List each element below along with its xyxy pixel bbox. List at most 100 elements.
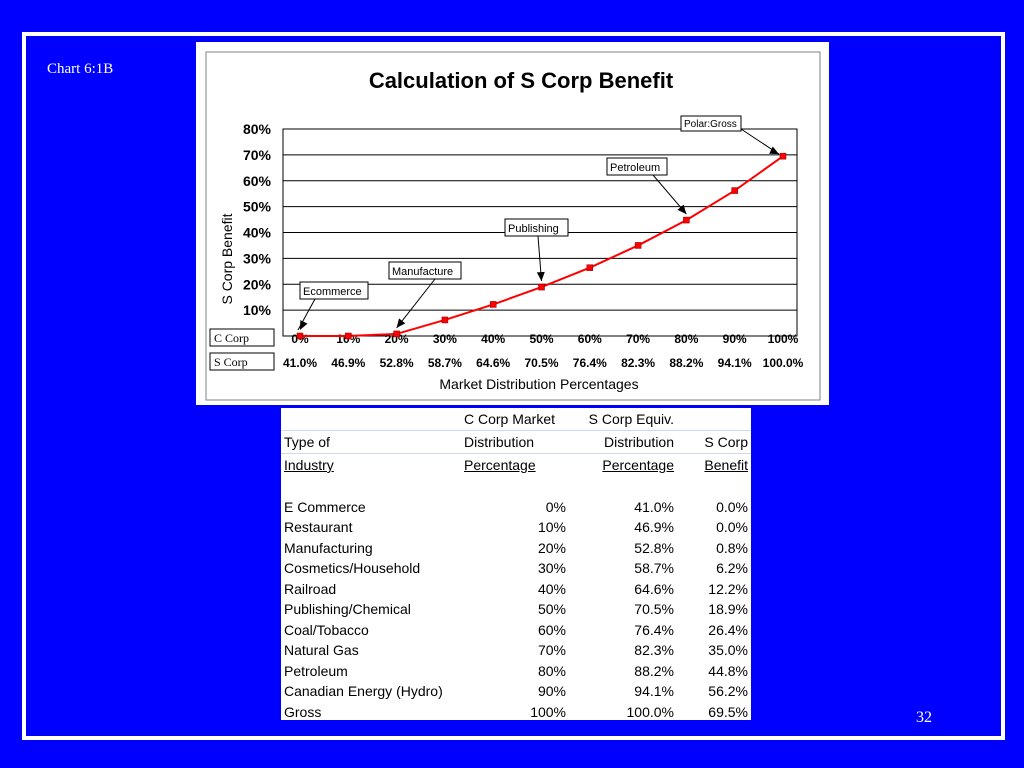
- value-cell: 60%: [537, 621, 566, 638]
- c-corp-row-label: C Corp: [214, 331, 249, 345]
- value-cell: 0%: [545, 498, 566, 515]
- table-row: Publishing/Chemical 50% 70.5% 18.9%: [281, 599, 751, 620]
- annotation-box: [299, 281, 369, 300]
- y-tick-label: 30%: [243, 250, 272, 266]
- data-point: [489, 301, 497, 308]
- s-corp-row-box: [209, 352, 275, 371]
- chart-label: Chart 6:1B: [47, 61, 114, 77]
- value-cell: 70.5%: [634, 601, 674, 618]
- value-cell: 41.0%: [634, 498, 674, 515]
- table-spacer-row: [281, 476, 751, 497]
- header-cell: Percentage: [602, 457, 674, 473]
- data-point: [296, 332, 304, 340]
- annotation-arrowhead: [769, 146, 779, 155]
- industry-cell: Cosmetics/Household: [284, 560, 421, 577]
- value-cell: 80%: [537, 662, 566, 679]
- y-tick-label: 70%: [243, 147, 272, 163]
- industry-cell: Railroad: [284, 580, 337, 597]
- y-tick-label: 20%: [243, 276, 272, 292]
- s-corp-row-value: 46.9%: [331, 356, 365, 370]
- header-cell: [677, 408, 751, 431]
- table-row: Manufacturing 20% 52.8% 0.8%: [281, 538, 751, 559]
- industry-cell: Canadian Energy (Hydro): [284, 683, 443, 700]
- value-cell: 35.0%: [708, 642, 748, 659]
- s-corp-benefit-chart: Calculation of S Corp Benefit S Corp Ben…: [205, 51, 821, 401]
- data-point: [586, 264, 594, 271]
- value-cell: 26.4%: [708, 621, 748, 638]
- value-cell: 82.3%: [634, 642, 674, 659]
- y-tick-label: 50%: [243, 199, 272, 215]
- table-header-row-2: Type of Distribution Distribution S Corp: [281, 430, 751, 454]
- slide-frame: [22, 32, 1005, 740]
- value-cell: 0.8%: [716, 539, 748, 556]
- y-tick-label: 60%: [243, 173, 272, 189]
- data-point: [441, 316, 449, 324]
- y-tick-label: 80%: [243, 121, 272, 137]
- annotation-arrowhead: [396, 318, 406, 328]
- header-cell: C Corp Market: [461, 408, 569, 431]
- s-corp-row-value: 64.6%: [476, 356, 510, 370]
- annotation-arrowhead: [677, 204, 687, 215]
- data-point: [634, 242, 642, 249]
- industry-cell: Restaurant: [284, 519, 353, 536]
- value-cell: 0.0%: [716, 519, 748, 536]
- table-row: Railroad 40% 64.6% 12.2%: [281, 579, 751, 600]
- header-cell: Distribution: [569, 430, 677, 454]
- annotation-arrowhead: [300, 320, 308, 330]
- value-cell: 46.9%: [634, 519, 674, 536]
- header-cell: [281, 408, 461, 431]
- x-tick-label: 60%: [578, 332, 602, 346]
- value-cell: 44.8%: [708, 662, 748, 679]
- value-cell: 70%: [537, 642, 566, 659]
- value-cell: 40%: [537, 580, 566, 597]
- value-cell: 30%: [537, 560, 566, 577]
- header-cell: S Corp Equiv.: [569, 408, 677, 431]
- s-corp-row-value: 76.4%: [573, 356, 607, 370]
- industry-cell: Gross: [284, 703, 322, 720]
- s-corp-row-value: 70.5%: [524, 356, 558, 370]
- data-point: [731, 187, 738, 194]
- industry-cell: Publishing/Chemical: [284, 601, 411, 618]
- industry-cell: Natural Gas: [284, 642, 359, 659]
- s-corp-row-label: S Corp: [214, 355, 248, 369]
- x-tick-label: 70%: [626, 332, 650, 346]
- table-row: Canadian Energy (Hydro) 90% 94.1% 56.2%: [281, 681, 751, 702]
- annotation-box: [388, 261, 462, 280]
- value-cell: 90%: [537, 683, 566, 700]
- industry-cell: Coal/Tobacco: [284, 621, 369, 638]
- x-tick-label: 30%: [433, 332, 457, 346]
- value-cell: 0.0%: [716, 498, 748, 515]
- s-corp-row-value: 58.7%: [428, 356, 462, 370]
- value-cell: 52.8%: [634, 539, 674, 556]
- value-cell: 100%: [530, 703, 566, 720]
- value-cell: 50%: [537, 601, 566, 618]
- annotation-label: Polar:Gross: [684, 119, 737, 130]
- x-tick-label: 90%: [723, 332, 747, 346]
- annotation-label: Petroleum: [610, 162, 660, 174]
- table-row: Petroleum 80% 88.2% 44.8%: [281, 661, 751, 682]
- x-tick-label: 80%: [674, 332, 698, 346]
- data-table-panel: C Corp Market S Corp Equiv. Type of Dist…: [281, 408, 751, 720]
- table-row: Coal/Tobacco 60% 76.4% 26.4%: [281, 620, 751, 641]
- s-corp-row-value: 100.0%: [763, 356, 804, 370]
- industry-cell: E Commerce: [284, 498, 366, 515]
- chart-title: Calculation of S Corp Benefit: [369, 68, 674, 93]
- value-cell: 56.2%: [708, 683, 748, 700]
- header-cell: Industry: [284, 457, 334, 473]
- header-cell: Type of: [281, 430, 461, 454]
- annotation-arrow: [396, 278, 436, 329]
- s-corp-row-value: 94.1%: [718, 356, 752, 370]
- y-tick-label: 40%: [243, 225, 272, 241]
- value-cell: 88.2%: [634, 662, 674, 679]
- table-header-row-3: Industry Percentage Percentage Benefit: [281, 454, 751, 477]
- chart-panel: Calculation of S Corp Benefit S Corp Ben…: [196, 42, 829, 405]
- header-cell: S Corp: [677, 430, 751, 454]
- header-cell: Percentage: [464, 457, 536, 473]
- table-row: Restaurant 10% 46.9% 0.0%: [281, 517, 751, 538]
- s-corp-row-value: 52.8%: [380, 356, 414, 370]
- industry-cell: Manufacturing: [284, 539, 373, 556]
- s-corp-benefit-table: C Corp Market S Corp Equiv. Type of Dist…: [281, 408, 751, 722]
- annotation-arrowhead: [536, 271, 545, 282]
- x-tick-label: 100%: [768, 332, 799, 346]
- data-point: [538, 283, 545, 291]
